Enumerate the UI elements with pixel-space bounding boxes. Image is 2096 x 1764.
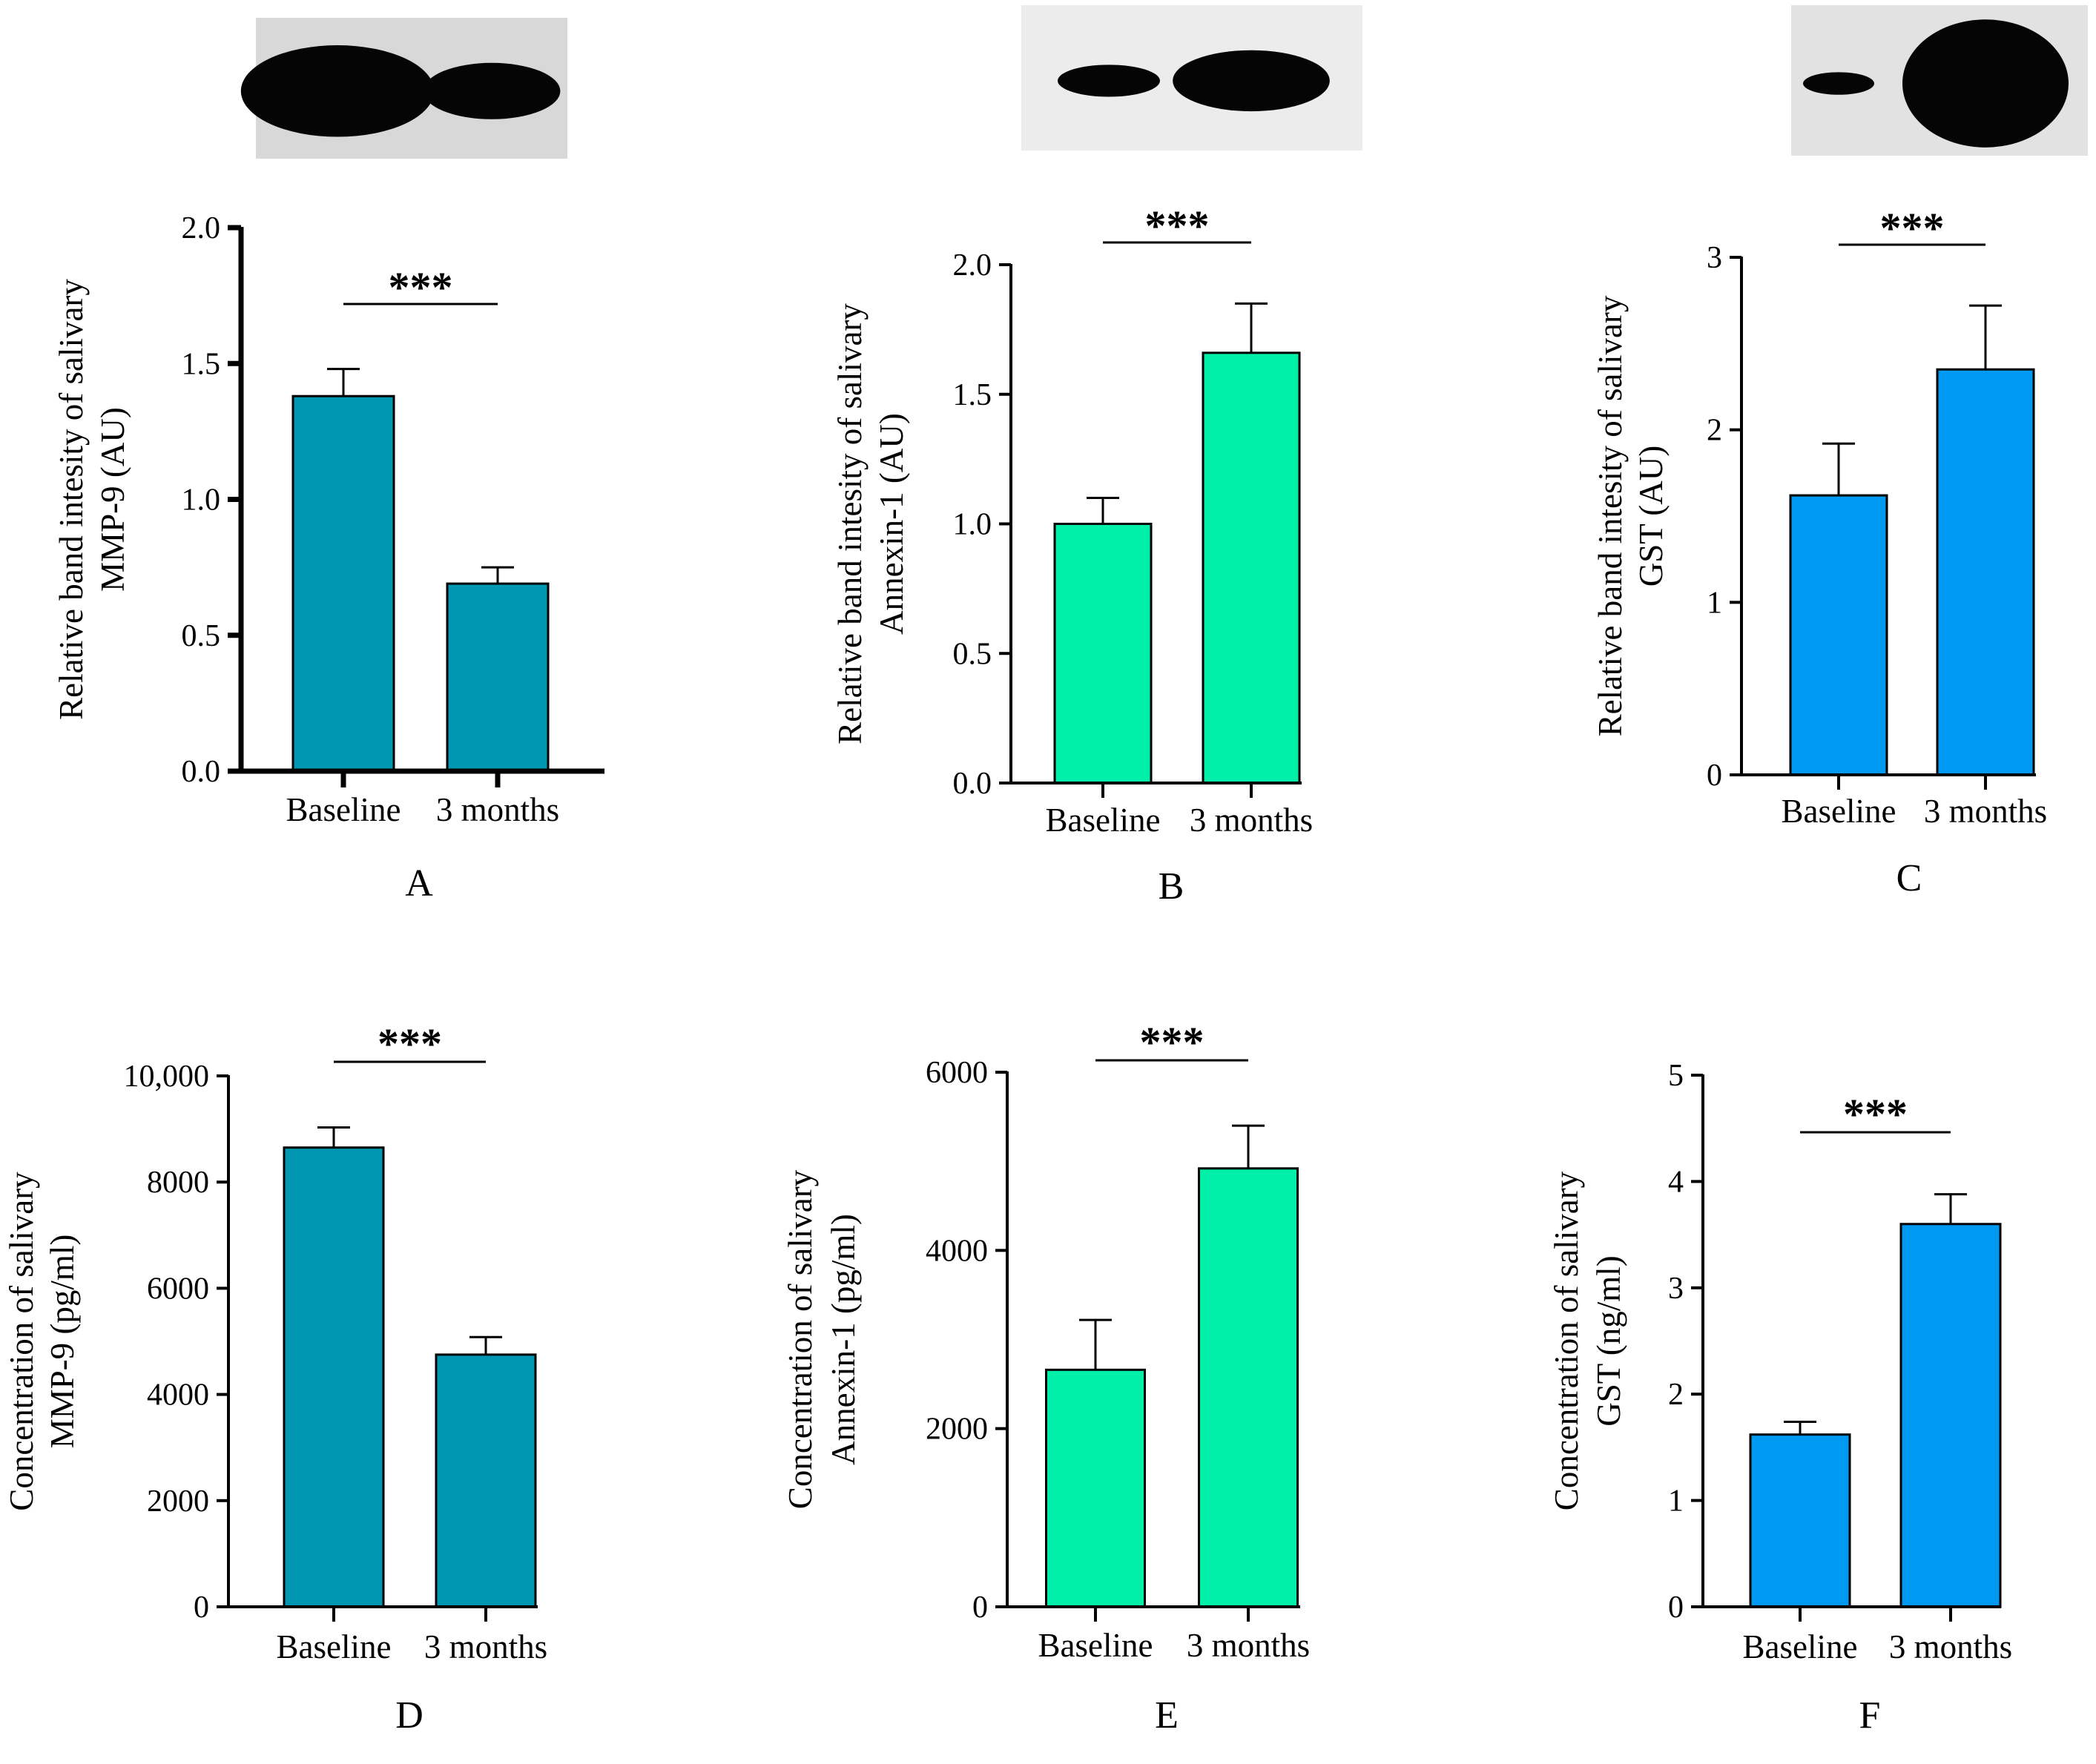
y-axis-label: Concentration of salivary [782,1169,819,1509]
y-tick-label: 2.0 [182,211,221,245]
western-blot-band [1902,19,2069,148]
bar [1749,1433,1851,1608]
y-tick-label: 1.5 [182,347,221,381]
y-tick-label: 4 [1668,1165,1684,1199]
panel-label: F [1859,1694,1881,1737]
y-tick-label: 0.5 [953,637,992,671]
panel-e: 0 2000 4000 6000 Baseline 3 months Concentrati… [782,1018,1310,1737]
bar [1198,1167,1299,1608]
y-tick-label: 6000 [926,1056,988,1090]
significance-stars: *** [1140,1018,1204,1066]
y-tick-label: 2.0 [953,248,992,283]
y-axis-label: MMP-9 (pg/ml) [44,1235,81,1449]
panel-c: 0 1 2 3 Baseline 3 months Relative band intesi… [1592,5,2088,899]
y-tick-label: 0.5 [182,619,221,653]
bar [446,582,550,773]
bar [1936,368,2035,776]
y-tick-label: 2000 [147,1484,209,1519]
x-tick-label: Baseline [1038,1627,1153,1664]
y-axis-label: MMP-9 (AU) [94,407,131,592]
western-blot-band [1803,72,1874,95]
significance-stars: *** [378,1020,442,1068]
western-blot-band [1058,65,1160,97]
bar [1202,351,1301,784]
y-tick-label: 3 [1668,1272,1684,1306]
significance-stars: *** [389,263,453,311]
bar [1053,523,1153,784]
x-tick-label: 3 months [1187,1627,1310,1664]
x-tick-label: Baseline [1046,802,1161,839]
panel-d: 0 2000 4000 6000 8000 10,000 Baseline 3 months C… [3,1020,547,1737]
panel-f: 0 1 2 3 4 5 Baseline 3 months Concentration of s… [1548,1059,2012,1737]
y-tick-label: 0 [972,1590,988,1625]
y-tick-label: 0.0 [953,767,992,801]
y-tick-label: 8000 [147,1166,209,1200]
significance-stars: *** [1880,204,1945,252]
x-tick-label: 3 months [1190,802,1313,839]
significance-stars: *** [1843,1090,1908,1138]
y-tick-label: 1.0 [953,508,992,542]
y-tick-label: 3 [1707,241,1722,275]
y-tick-label: 5 [1668,1059,1684,1093]
y-tick-label: 0.0 [182,755,221,789]
y-tick-label: 2000 [926,1413,988,1447]
y-tick-label: 1 [1707,586,1722,620]
y-tick-label: 0 [1707,759,1722,793]
panel-label: C [1896,857,1922,899]
panel-b: 0.0 0.5 1.0 1.5 2.0 Baseline 3 months Relative … [831,5,1362,908]
y-tick-label: 6000 [147,1272,209,1306]
y-tick-label: 1 [1668,1484,1684,1519]
western-blot-band [240,45,435,137]
x-tick-label: Baseline [1743,1628,1858,1665]
y-tick-label: 0 [194,1590,209,1625]
bar [1045,1368,1146,1608]
x-tick-label: 3 months [436,791,559,828]
y-axis-label: Concentration of salivary [3,1172,40,1511]
panel-label: E [1155,1694,1179,1737]
y-tick-label: 4000 [147,1378,209,1413]
x-tick-label: Baseline [277,1628,392,1665]
bar [435,1353,537,1608]
panel-label: D [395,1694,424,1737]
bar [291,394,395,773]
y-tick-label: 4000 [926,1234,988,1268]
y-tick-label: 2 [1668,1378,1684,1412]
y-axis-label: Relative band intesity of salivary [53,279,90,720]
panel-label: B [1159,865,1184,908]
y-axis-label: Annexin-1 (pg/ml) [825,1214,862,1465]
panel-label: A [405,862,433,905]
x-tick-label: 3 months [424,1628,547,1665]
y-tick-label: 1.0 [182,483,221,518]
y-axis-label: GST (ng/ml) [1590,1255,1627,1426]
western-blot-band [1173,50,1330,112]
significance-stars: *** [1145,202,1210,250]
y-axis-label: Annexin-1 (AU) [873,413,910,635]
x-tick-label: Baseline [286,791,401,828]
y-tick-label: 10,000 [124,1060,210,1094]
western-blot-band [423,62,561,119]
y-axis-label: GST (AU) [1632,446,1670,587]
y-axis-label: Concentration of salivary [1548,1171,1585,1510]
bar [1789,494,1888,776]
y-tick-label: 2 [1707,414,1722,448]
y-tick-label: 1.5 [953,378,992,412]
x-tick-label: Baseline [1782,793,1896,830]
panel-a: 0.0 0.5 1.0 1.5 2.0 Baseline 3 months Relative … [53,18,604,905]
y-axis-label: Relative band intesity of salivary [1592,295,1629,736]
x-tick-label: 3 months [1889,1628,2012,1665]
bar [283,1146,385,1608]
bar [1899,1223,2002,1608]
y-tick-label: 0 [1668,1590,1684,1625]
y-axis-label: Relative band intesity of salivary [831,303,869,744]
x-tick-label: 3 months [1924,793,2047,830]
